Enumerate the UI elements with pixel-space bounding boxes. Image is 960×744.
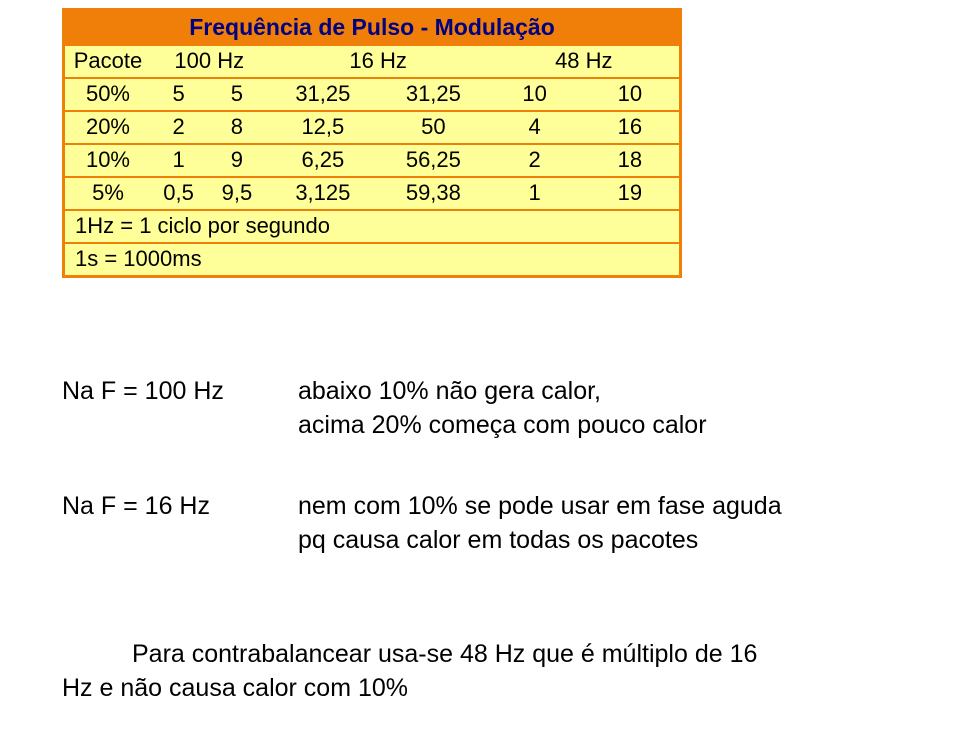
cell: 19 bbox=[581, 177, 679, 210]
body-line: abaixo 10% não gera calor, bbox=[298, 375, 902, 409]
table-row: 10% 1 9 6,25 56,25 2 18 bbox=[65, 144, 679, 177]
table-note: 1s = 1000ms bbox=[65, 243, 679, 275]
freq-label: Na F = 16 Hz bbox=[62, 490, 298, 524]
cell: 0,5 bbox=[151, 177, 206, 210]
freq-label: Na F = 100 Hz bbox=[62, 375, 298, 409]
cell: 5% bbox=[65, 177, 151, 210]
table-note-row: 1Hz = 1 ciclo por segundo bbox=[65, 210, 679, 243]
cell: 59,38 bbox=[378, 177, 489, 210]
pulse-modulation-table: Frequência de Pulso - Modulação Pacote 1… bbox=[62, 8, 682, 278]
body-line: acima 20% começa com pouco calor bbox=[62, 409, 902, 443]
body-block-1: Na F = 100 Hz abaixo 10% não gera calor,… bbox=[62, 375, 902, 443]
body-line: pq causa calor em todas os pacotes bbox=[62, 524, 902, 558]
cell: 1 bbox=[489, 177, 581, 210]
cell: 5 bbox=[151, 78, 206, 111]
body-block-3: Para contrabalancear usa-se 48 Hz que é … bbox=[62, 638, 902, 706]
table-note: 1Hz = 1 ciclo por segundo bbox=[65, 210, 679, 243]
col-header: 100 Hz bbox=[151, 46, 268, 78]
cell: 2 bbox=[489, 144, 581, 177]
col-header: 16 Hz bbox=[268, 46, 489, 78]
cell: 31,25 bbox=[378, 78, 489, 111]
cell: 9 bbox=[206, 144, 267, 177]
table-note-row: 1s = 1000ms bbox=[65, 243, 679, 275]
table-row: 20% 2 8 12,5 50 4 16 bbox=[65, 111, 679, 144]
cell: 20% bbox=[65, 111, 151, 144]
cell: 3,125 bbox=[268, 177, 379, 210]
cell: 9,5 bbox=[206, 177, 267, 210]
cell: 18 bbox=[581, 144, 679, 177]
cell: 56,25 bbox=[378, 144, 489, 177]
cell: 5 bbox=[206, 78, 267, 111]
body-line: nem com 10% se pode usar em fase aguda bbox=[298, 490, 902, 524]
table-title: Frequência de Pulso - Modulação bbox=[65, 11, 679, 46]
cell: 8 bbox=[206, 111, 267, 144]
cell: 31,25 bbox=[268, 78, 379, 111]
cell: 1 bbox=[151, 144, 206, 177]
cell: 16 bbox=[581, 111, 679, 144]
cell: 2 bbox=[151, 111, 206, 144]
body-line: Para contrabalancear usa-se 48 Hz que é … bbox=[62, 638, 902, 672]
col-header: Pacote bbox=[65, 46, 151, 78]
body-block-2: Na F = 16 Hz nem com 10% se pode usar em… bbox=[62, 490, 902, 558]
table-row: 5% 0,5 9,5 3,125 59,38 1 19 bbox=[65, 177, 679, 210]
table-title-row: Frequência de Pulso - Modulação bbox=[65, 11, 679, 46]
cell: 6,25 bbox=[268, 144, 379, 177]
body-line: Hz e não causa calor com 10% bbox=[62, 672, 902, 706]
cell: 4 bbox=[489, 111, 581, 144]
cell: 10 bbox=[489, 78, 581, 111]
cell: 50% bbox=[65, 78, 151, 111]
table-header-row: Pacote 100 Hz 16 Hz 48 Hz bbox=[65, 46, 679, 78]
cell: 50 bbox=[378, 111, 489, 144]
cell: 10% bbox=[65, 144, 151, 177]
cell: 12,5 bbox=[268, 111, 379, 144]
col-header: 48 Hz bbox=[489, 46, 679, 78]
cell: 10 bbox=[581, 78, 679, 111]
data-table: Frequência de Pulso - Modulação Pacote 1… bbox=[65, 11, 679, 275]
table-row: 50% 5 5 31,25 31,25 10 10 bbox=[65, 78, 679, 111]
